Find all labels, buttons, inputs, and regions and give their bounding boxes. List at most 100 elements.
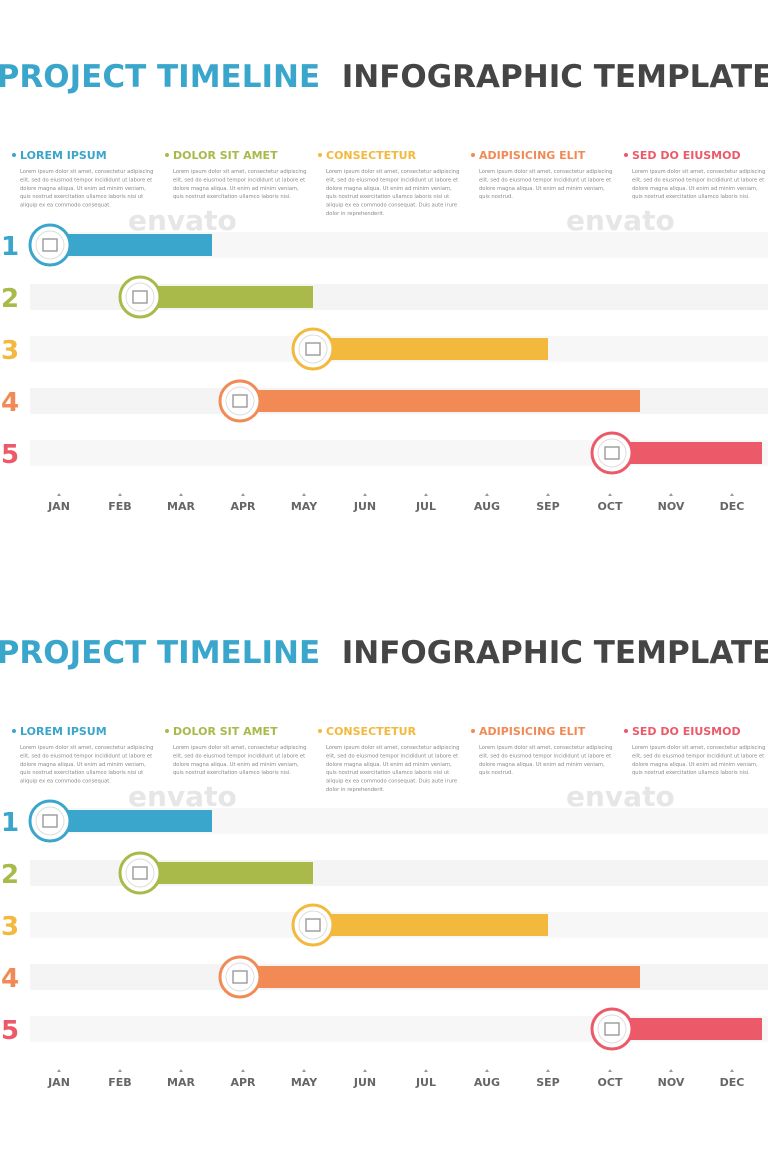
title-part-1: PROJECT TIMELINE — [0, 59, 320, 95]
timeline-bar — [612, 442, 762, 464]
month-label: OCT — [598, 500, 623, 513]
legend-dot — [165, 153, 169, 157]
month-label: MAY — [291, 1076, 318, 1089]
month-tick — [424, 1069, 428, 1072]
month-label: NOV — [658, 1076, 685, 1089]
timeline-bar — [313, 914, 548, 936]
month-tick — [179, 493, 183, 496]
icon-glyph — [42, 814, 58, 828]
month-label: MAY — [291, 500, 318, 513]
legend-text: dolore magna aliqua. Ut enim ad minim ve… — [479, 762, 605, 768]
legend-text: quis nostrud exercitation ullamco labori… — [326, 194, 449, 200]
timeline-panel: PROJECT TIMELINE INFOGRAPHIC TEMPLATE LOR… — [0, 635, 768, 1089]
month-tick — [118, 493, 122, 496]
legend-dot — [12, 153, 16, 157]
month-tick — [424, 493, 428, 496]
legend-text: elit, sed do eiusmod tempor incididunt u… — [326, 753, 458, 759]
legend-text: elit, sed do eiusmod tempor incididunt u… — [173, 177, 305, 183]
icon-bg — [597, 438, 627, 468]
icon-bg — [35, 806, 65, 836]
watermark: envato — [128, 204, 237, 237]
legend-text: Lorem ipsum dolor sit amet, consectetur … — [20, 169, 153, 175]
timeline-bar — [140, 862, 313, 884]
icon-glyph — [232, 970, 248, 984]
icon-glyph — [604, 1022, 620, 1036]
month-tick — [57, 1069, 61, 1072]
legend-text: elit, sed do eiusmod tempor incididunt u… — [479, 177, 611, 183]
month-tick — [485, 1069, 489, 1072]
legend-text: Lorem ipsum dolor sit amet, consectetur … — [326, 745, 459, 751]
row-number: 4 — [1, 388, 19, 418]
legend-text: Lorem ipsum dolor sit amet, consectetur … — [632, 169, 765, 175]
legend-text: elit, sed do eiusmod tempor incididunt u… — [173, 753, 305, 759]
month-label: JAN — [47, 1076, 70, 1089]
icon-bg — [225, 962, 255, 992]
month-tick — [546, 493, 550, 496]
legend-text: quis nostrud exercitation ullamco labori… — [173, 770, 291, 776]
title-part-1: PROJECT TIMELINE — [0, 635, 320, 671]
timeline-bar — [313, 338, 548, 360]
row-number: 5 — [1, 1016, 19, 1046]
legend-title: LOREM IPSUM — [20, 149, 107, 162]
legend-text: dolore magna aliqua. Ut enim ad minim ve… — [479, 186, 605, 192]
title: PROJECT TIMELINE INFOGRAPHIC TEMPLATE — [0, 59, 768, 95]
month-tick — [608, 1069, 612, 1072]
legend-text: quis nostrud exercitation ullamco labori… — [632, 770, 750, 776]
timeline-bar — [240, 390, 640, 412]
legend-text: elit, sed do eiusmod tempor incididunt u… — [479, 753, 611, 759]
icon-glyph — [42, 238, 58, 252]
month-tick — [669, 493, 673, 496]
legend-text: Lorem ipsum dolor sit amet, consectetur … — [479, 169, 612, 175]
month-label: JAN — [47, 500, 70, 513]
icon-bg — [597, 1014, 627, 1044]
month-label: JUN — [353, 500, 376, 513]
legend-text: elit, sed do eiusmod tempor incididunt u… — [20, 177, 152, 183]
legend-text: elit, sed do eiusmod tempor incididunt u… — [326, 177, 458, 183]
month-tick — [241, 1069, 245, 1072]
legend-text: dolore magna aliqua. Ut enim ad minim ve… — [173, 186, 299, 192]
timeline-bar — [50, 810, 212, 832]
month-label: APR — [230, 500, 256, 513]
legend-dot — [471, 729, 475, 733]
title-part-2: INFOGRAPHIC TEMPLATE — [342, 635, 768, 671]
icon-glyph — [132, 866, 148, 880]
month-label: SEP — [536, 1076, 560, 1089]
icon-bg — [125, 858, 155, 888]
legend-title: DOLOR SIT AMET — [173, 725, 278, 738]
row-number: 2 — [1, 860, 19, 890]
legend-dot — [624, 729, 628, 733]
title-part-2: INFOGRAPHIC TEMPLATE — [342, 59, 768, 95]
legend-text: dolore magna aliqua. Ut enim ad minim ve… — [326, 186, 452, 192]
legend-title: CONSECTETUR — [326, 149, 417, 162]
legend-dot — [318, 153, 322, 157]
timeline-bar — [240, 966, 640, 988]
icon-glyph — [305, 342, 321, 356]
legend-text: aliquip ex ea commodo consequat. Duis au… — [326, 203, 457, 209]
month-label: AUG — [474, 1076, 500, 1089]
month-tick — [57, 493, 61, 496]
month-tick — [363, 493, 367, 496]
icon-glyph — [604, 446, 620, 460]
month-label: JUL — [415, 1076, 436, 1089]
legend-text: quis nostrud exercitation ullamco labori… — [173, 194, 291, 200]
legend-text: quis nostrud exercitation ullamco labori… — [632, 194, 750, 200]
month-label: FEB — [108, 1076, 131, 1089]
month-tick — [730, 493, 734, 496]
legend-text: aliquip ex ea commodo consequat. — [20, 203, 111, 209]
legend-text: dolor in reprehenderit. — [326, 211, 385, 217]
legend-dot — [165, 729, 169, 733]
legend-title: LOREM IPSUM — [20, 725, 107, 738]
legend-title: SED DO EIUSMOD — [632, 725, 741, 738]
legend-title: DOLOR SIT AMET — [173, 149, 278, 162]
legend-title: CONSECTETUR — [326, 725, 417, 738]
month-label: NOV — [658, 500, 685, 513]
row-number: 1 — [1, 808, 19, 838]
month-tick — [302, 1069, 306, 1072]
legend-dot — [12, 729, 16, 733]
row-number: 4 — [1, 964, 19, 994]
month-tick — [669, 1069, 673, 1072]
watermark: envato — [566, 780, 675, 813]
month-label: SEP — [536, 500, 560, 513]
month-label: JUL — [415, 500, 436, 513]
